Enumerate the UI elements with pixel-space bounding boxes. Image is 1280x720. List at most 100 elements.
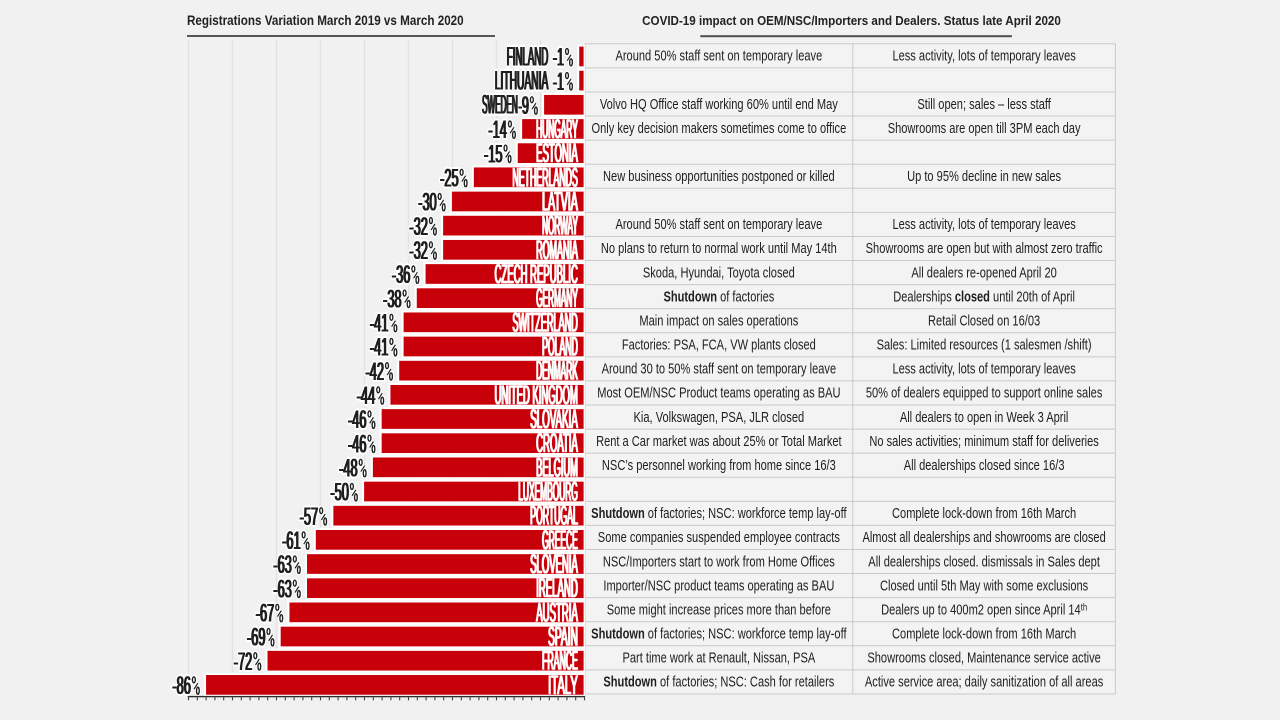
svg-text:-9: -9 (518, 92, 529, 120)
svg-text:ROMANIA: ROMANIA (536, 236, 578, 266)
svg-text:-50: -50 (330, 479, 348, 507)
svg-text:CROATIA: CROATIA (537, 429, 579, 458)
svg-text:-41: -41 (369, 310, 387, 338)
svg-text:AUSTRIA: AUSTRIA (536, 599, 578, 628)
svg-text:-30: -30 (418, 189, 436, 217)
svg-text:-42: -42 (366, 358, 384, 386)
svg-text:LUXEMBOURG: LUXEMBOURG (518, 478, 577, 508)
svg-text:-15: -15 (485, 141, 503, 169)
svg-text:ROMANIA: ROMANIA (537, 236, 579, 266)
svg-text:No sales activities; minimum s: No sales activities; minimum staff for d… (869, 432, 1099, 449)
svg-text:-41: -41 (369, 310, 387, 338)
svg-text:All dealerships closed. dismis: All dealerships closed. dismissals in Sa… (868, 553, 1100, 570)
svg-text:-30: -30 (418, 189, 436, 217)
svg-text:FRANCE: FRANCE (542, 647, 578, 677)
svg-text:-69: -69 (247, 624, 265, 652)
svg-text:-63: -63 (273, 552, 291, 580)
svg-text:-25: -25 (440, 165, 458, 193)
svg-text:-44: -44 (357, 383, 375, 411)
svg-text:AUSTRIA: AUSTRIA (536, 599, 578, 628)
svg-text:-57: -57 (300, 503, 318, 531)
svg-text:-42: -42 (365, 358, 383, 386)
svg-text:GREECE: GREECE (542, 526, 578, 556)
svg-text:Around 30 to 50% staff sent on: Around 30 to 50% staff sent on temporary… (602, 360, 837, 377)
svg-text:NSC’s personnel working from h: NSC’s personnel working from home since … (602, 457, 836, 474)
svg-text:Active service area; daily san: Active service area; daily sanitization … (865, 673, 1103, 690)
svg-text:-57: -57 (300, 503, 318, 531)
svg-text:CROATIA: CROATIA (536, 429, 578, 458)
svg-text:Shutdown of factories; NSC: wo: Shutdown of factories; NSC: workforce te… (591, 625, 847, 642)
svg-text:-1: -1 (552, 44, 563, 72)
svg-text:-61: -61 (282, 528, 300, 556)
svg-text:-57: -57 (299, 503, 317, 531)
svg-text:-63: -63 (273, 576, 291, 604)
svg-text:-67: -67 (256, 600, 274, 628)
svg-text:-44: -44 (357, 383, 375, 411)
svg-text:CZECH REPUBLIC: CZECH REPUBLIC (495, 260, 578, 289)
svg-text:-67: -67 (255, 600, 273, 628)
svg-text:SLOVAKIA: SLOVAKIA (530, 405, 578, 434)
svg-text:GERMANY: GERMANY (537, 284, 579, 314)
svg-text:-41: -41 (371, 310, 389, 338)
svg-text:DENMARK: DENMARK (537, 357, 579, 387)
svg-text:-46: -46 (349, 431, 367, 459)
svg-text:Shutdown of factories: Shutdown of factories (663, 288, 774, 305)
svg-text:IRELAND: IRELAND (536, 575, 578, 604)
svg-text:GREECE: GREECE (543, 526, 579, 556)
svg-text:FINLAND: FINLAND (507, 43, 549, 72)
svg-text:Complete lock-down from 16th M: Complete lock-down from 16th March (892, 505, 1076, 522)
svg-text:LITHUANIA: LITHUANIA (494, 67, 548, 96)
svg-text:COVID-19 impact on OEM/NSC/Imp: COVID-19 impact on OEM/NSC/Importers and… (642, 13, 1061, 28)
svg-text:Showrooms closed, Maintenance: Showrooms closed, Maintenance service ac… (867, 649, 1100, 666)
svg-text:POLAND: POLAND (542, 333, 578, 363)
svg-text:-63: -63 (273, 576, 291, 604)
svg-text:SLOVAKIA: SLOVAKIA (531, 405, 579, 434)
svg-text:-15: -15 (484, 141, 502, 169)
svg-text:Up to 95% decline in new sales: Up to 95% decline in new sales (907, 168, 1061, 185)
svg-text:Showrooms are open till 3PM ea: Showrooms are open till 3PM each day (888, 119, 1081, 136)
svg-text:SWEDEN: SWEDEN (482, 91, 518, 121)
svg-text:GERMANY: GERMANY (536, 284, 578, 314)
svg-text:POLAND: POLAND (543, 333, 579, 363)
svg-text:Main impact on sales operation: Main impact on sales operations (639, 312, 798, 329)
svg-text:Less activity, lots of tempora: Less activity, lots of temporary leaves (892, 216, 1075, 233)
svg-text:-38: -38 (382, 286, 400, 314)
svg-text:All dealers re-opened April 20: All dealers re-opened April 20 (911, 264, 1056, 281)
svg-text:-15: -15 (483, 141, 501, 169)
svg-text:-14: -14 (488, 117, 506, 145)
svg-text:LITHUANIA: LITHUANIA (495, 67, 549, 96)
svg-text:SWITZERLAND: SWITZERLAND (512, 309, 577, 338)
svg-text:-61: -61 (283, 528, 301, 556)
svg-text:-46: -46 (349, 407, 367, 435)
svg-text:-69: -69 (246, 624, 264, 652)
svg-text:-86: -86 (172, 673, 190, 701)
svg-text:-86: -86 (172, 673, 190, 701)
svg-text:-42: -42 (366, 358, 384, 386)
svg-text:-9: -9 (518, 92, 529, 120)
svg-text:SPAIN: SPAIN (548, 623, 578, 652)
svg-text:CROATIA: CROATIA (536, 429, 578, 458)
svg-text:-48: -48 (339, 455, 357, 483)
svg-text:-61: -61 (281, 528, 299, 556)
svg-text:-72: -72 (234, 648, 252, 676)
svg-text:LATVIA: LATVIA (543, 188, 579, 217)
svg-text:-1: -1 (553, 44, 564, 72)
svg-text:CZECH REPUBLIC: CZECH REPUBLIC (495, 260, 578, 289)
svg-text:Importer/NSC product teams ope: Importer/NSC product teams operating as … (603, 577, 834, 594)
svg-text:FINLAND: FINLAND (506, 43, 548, 72)
svg-text:-86: -86 (173, 673, 191, 701)
svg-text:-25: -25 (441, 165, 459, 193)
svg-text:-63: -63 (273, 552, 291, 580)
svg-text:FINLAND: FINLAND (507, 43, 549, 72)
svg-text:-1: -1 (553, 44, 564, 72)
svg-text:-38: -38 (383, 286, 401, 314)
svg-text:-44: -44 (357, 383, 375, 411)
svg-text:NORWAY: NORWAY (542, 212, 578, 242)
svg-text:-61: -61 (281, 528, 299, 556)
svg-text:-14: -14 (489, 117, 507, 145)
svg-text:SWEDEN: SWEDEN (481, 91, 517, 121)
svg-text:LITHUANIA: LITHUANIA (494, 67, 548, 96)
svg-text:-63: -63 (274, 552, 292, 580)
svg-text:-38: -38 (384, 286, 402, 314)
svg-text:SPAIN: SPAIN (549, 623, 579, 652)
